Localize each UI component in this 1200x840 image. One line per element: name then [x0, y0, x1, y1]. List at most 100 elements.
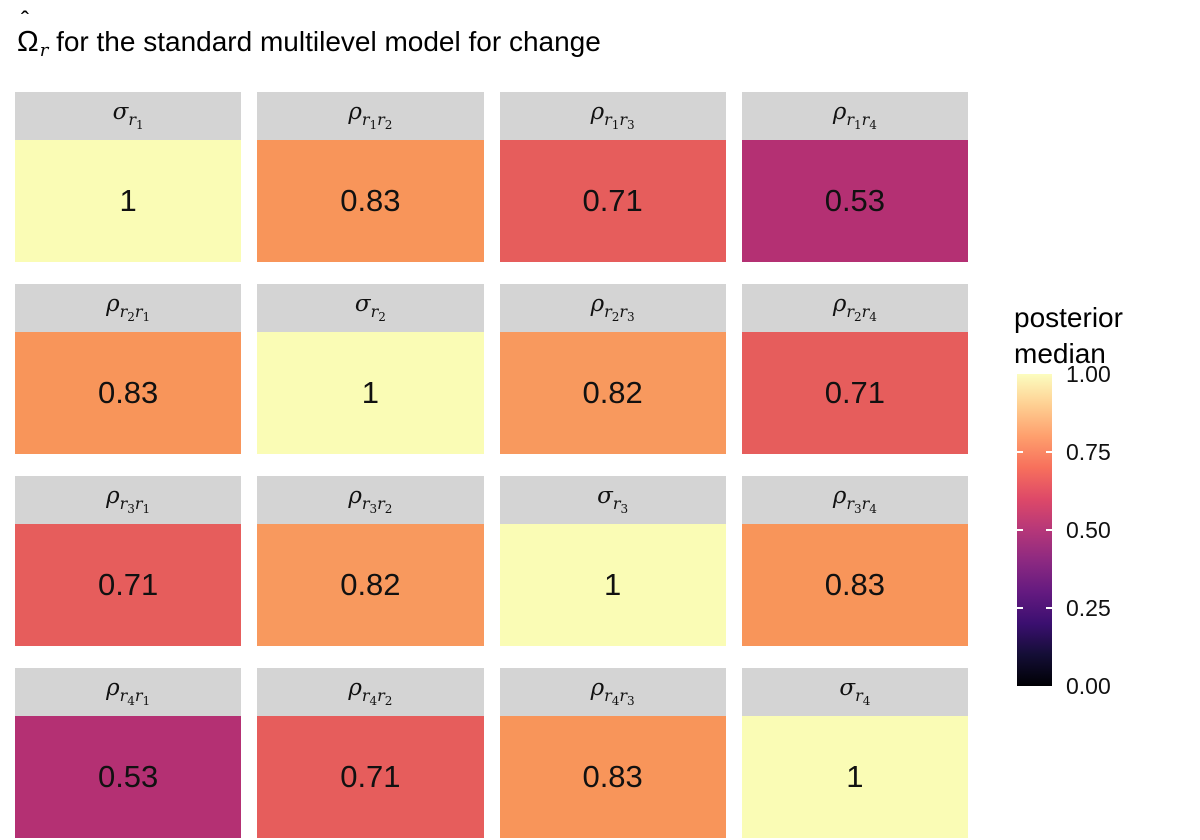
- strip-label: ρr4r1: [106, 675, 151, 708]
- heatmap-cell: 1: [499, 524, 726, 646]
- heatmap-cell: 0.53: [15, 716, 242, 838]
- panel-strip: σr2: [257, 284, 484, 332]
- index-number: 2: [384, 694, 393, 708]
- index-letter: r: [861, 494, 870, 513]
- heatmap-cell: 0.83: [15, 332, 242, 454]
- index-letter: r: [612, 494, 621, 513]
- omega-symbol: Ω: [17, 26, 39, 58]
- greek-symbol: σ: [112, 99, 129, 125]
- index-number: 3: [627, 310, 635, 324]
- cell-value: 0.71: [582, 183, 643, 218]
- panel-strip: ρr2r4: [741, 284, 968, 332]
- index-letter: r: [604, 110, 612, 129]
- index-number: 1: [135, 118, 144, 132]
- strip-label: ρr2r3: [590, 291, 635, 324]
- greek-symbol: ρ: [832, 99, 847, 125]
- cell-value: 1: [361, 375, 379, 410]
- index-letter: r: [361, 494, 370, 513]
- index-letter: r: [861, 302, 870, 321]
- index-number: 2: [611, 310, 620, 324]
- index-number: 4: [869, 502, 877, 516]
- index-number: 3: [854, 502, 862, 516]
- heatmap-panel: ρr1r3 0.71: [499, 92, 726, 262]
- panel-strip: ρr4r1: [15, 668, 242, 716]
- greek-symbol: ρ: [590, 675, 605, 701]
- index-number: 1: [142, 694, 151, 708]
- heatmap-cell: 0.83: [499, 716, 726, 838]
- panel-strip: ρr4r2: [257, 668, 484, 716]
- index-number: 2: [854, 310, 862, 324]
- legend-title-line1: posterior: [1014, 302, 1123, 333]
- strip-label: σr1: [112, 99, 144, 132]
- index-letter: r: [604, 686, 612, 705]
- greek-symbol: σ: [597, 483, 613, 509]
- heatmap-grid: σr1 1 ρr1r2 0.83 ρr1r3 0.71 ρr1r4 0.53 ρr2r1 0.83…: [15, 92, 968, 838]
- index-number: 3: [620, 502, 629, 516]
- greek-symbol: ρ: [348, 99, 362, 125]
- index-number: 2: [127, 310, 135, 324]
- heatmap-cell: 0.71: [15, 524, 242, 646]
- strip-label: σr2: [355, 293, 386, 324]
- strip-label: ρr3r1: [106, 483, 150, 516]
- greek-symbol: ρ: [106, 675, 120, 701]
- heatmap-cell: 1: [15, 140, 242, 262]
- panel-strip: ρr1r4: [741, 92, 968, 140]
- strip-label: σr4: [839, 677, 870, 708]
- index-letter: r: [134, 302, 143, 321]
- index-letter: r: [377, 686, 385, 705]
- greek-symbol: ρ: [590, 291, 605, 317]
- panel-strip: σr1: [15, 92, 242, 140]
- heatmap-panel: ρr3r2 0.82: [257, 476, 484, 646]
- panel-strip: ρr2r3: [499, 284, 726, 332]
- greek-symbol: ρ: [832, 291, 847, 317]
- cell-value: 0.82: [582, 375, 643, 410]
- panel-strip: ρr4r3: [499, 668, 726, 716]
- greek-symbol: ρ: [590, 99, 605, 125]
- index-letter: r: [846, 110, 854, 129]
- index-letter: r: [846, 494, 854, 513]
- strip-label: σr3: [597, 483, 629, 516]
- index-number: 1: [611, 118, 620, 132]
- colorbar-tick: [1017, 529, 1023, 531]
- greek-symbol: ρ: [348, 483, 362, 509]
- cell-value: 0.83: [97, 375, 159, 410]
- omega-hat-symbol: ˆ Ω: [17, 7, 39, 59]
- heatmap-panel: ρr4r3 0.83: [499, 668, 726, 838]
- heatmap-panel: σr4 1: [741, 668, 968, 838]
- legend-title-line2: median: [1014, 337, 1106, 369]
- panel-strip: ρr3r4: [741, 476, 968, 524]
- index-number: 4: [869, 118, 877, 132]
- cell-value: 0.83: [582, 759, 643, 794]
- index-letter: r: [128, 110, 136, 129]
- index-letter: r: [846, 302, 854, 321]
- heatmap-cell: 0.53: [741, 140, 968, 262]
- index-letter: r: [134, 494, 143, 513]
- index-letter: r: [619, 110, 628, 129]
- strip-label: ρr2r1: [106, 291, 150, 324]
- cell-value: 1: [119, 183, 137, 218]
- index-letter: r: [370, 302, 379, 321]
- index-letter: r: [119, 686, 128, 705]
- cell-value: 1: [604, 567, 622, 602]
- strip-label: ρr2r4: [832, 291, 877, 324]
- heatmap-cell: 0.83: [257, 140, 484, 262]
- greek-symbol: ρ: [106, 291, 120, 317]
- strip-label: ρr4r2: [348, 677, 393, 708]
- greek-symbol: ρ: [106, 483, 120, 509]
- chart-title: ˆ Ω r for the standard multilevel model …: [17, 7, 601, 61]
- index-letter: r: [855, 686, 863, 705]
- index-letter: r: [377, 494, 385, 513]
- heatmap-cell: 0.71: [499, 140, 726, 262]
- colorbar-tick: [1017, 451, 1023, 453]
- heatmap-panel: σr1 1: [15, 92, 242, 262]
- index-number: 4: [869, 310, 877, 324]
- legend-tick-label: 0.00: [1066, 673, 1111, 699]
- index-number: 4: [611, 694, 620, 708]
- heatmap-panel: ρr1r4 0.53: [741, 92, 968, 262]
- legend-colorbar-area: 1.00 0.75 0.50 0.25 0.00: [1017, 363, 1200, 698]
- heatmap-cell: 0.82: [499, 332, 726, 454]
- legend-colorbar: [1017, 374, 1052, 686]
- title-subscript: r: [39, 40, 49, 61]
- strip-label: ρr1r3: [590, 99, 635, 132]
- strip-label: ρr1r4: [832, 99, 877, 132]
